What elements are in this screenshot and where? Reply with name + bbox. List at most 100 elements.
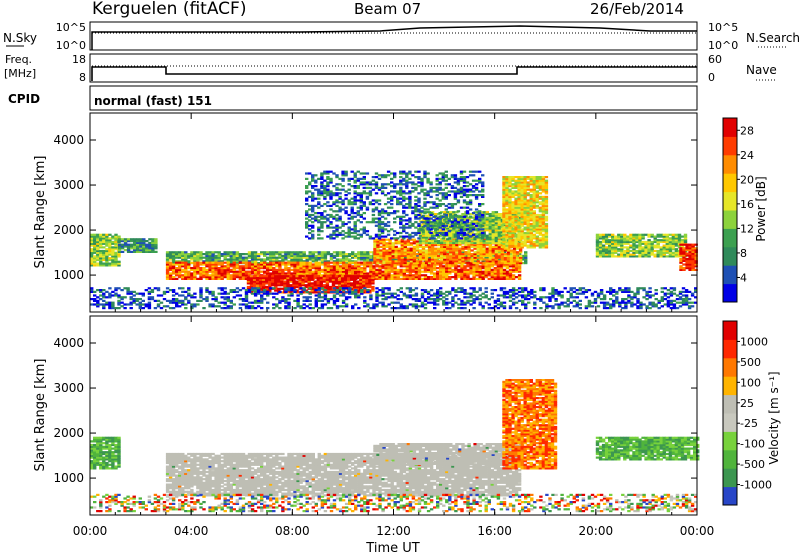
scatter-cell xyxy=(111,246,115,249)
scatter-cell xyxy=(449,249,453,252)
scatter-cell xyxy=(241,253,246,256)
scatter-cell xyxy=(400,247,404,250)
scatter-cell xyxy=(175,298,179,301)
scatter-cell xyxy=(250,258,255,261)
scatter-cell xyxy=(458,251,462,254)
scatter-cell xyxy=(229,277,233,280)
scatter-cell xyxy=(256,254,261,257)
scatter-cell xyxy=(434,249,438,252)
scatter-cell xyxy=(208,265,212,268)
scatter-cell xyxy=(532,186,536,189)
scatter-cell xyxy=(253,261,258,264)
scatter-cell xyxy=(497,254,502,257)
scatter-cell xyxy=(284,256,288,259)
scatter-cell xyxy=(156,287,161,290)
scatter-cell xyxy=(601,233,606,236)
scatter-cell xyxy=(196,268,200,271)
scatter-cell xyxy=(205,261,209,264)
scatter-cell xyxy=(454,277,458,280)
scatter-cell xyxy=(256,258,261,261)
scatter-cell xyxy=(427,240,432,243)
scatter-cell xyxy=(99,289,103,292)
scatter-cell xyxy=(544,228,549,231)
scatter-cell xyxy=(199,261,203,264)
scatter-cell xyxy=(455,245,459,248)
scatter-cell xyxy=(99,255,103,258)
scatter-cell xyxy=(409,247,414,250)
scatter-cell xyxy=(331,278,336,281)
scatter-cell xyxy=(515,253,520,256)
scatter-cell xyxy=(411,267,416,270)
scatter-cell xyxy=(385,256,389,259)
scatter-cell xyxy=(529,222,533,226)
scatter-cell xyxy=(99,237,103,240)
scatter-cell xyxy=(90,287,94,290)
scatter-cell xyxy=(111,262,115,265)
scatter-cell xyxy=(281,256,285,259)
scatter-cell xyxy=(509,256,514,259)
scatter-cell xyxy=(362,282,366,285)
scatter-cell xyxy=(284,305,288,308)
scatter-cell xyxy=(424,254,429,257)
scatter-cell xyxy=(409,253,414,256)
scatter-cell xyxy=(437,247,441,250)
scatter-cell xyxy=(538,217,543,220)
scatter-cell xyxy=(354,272,358,275)
scatter-cell xyxy=(532,210,536,213)
scatter-cell xyxy=(608,239,612,242)
scatter-cell xyxy=(433,272,437,275)
scatter-cell xyxy=(460,251,464,254)
scatter-cell xyxy=(535,194,539,197)
scatter-cell xyxy=(208,274,212,277)
scatter-cell xyxy=(601,244,606,247)
scatter-cell xyxy=(344,270,349,273)
scatter-cell xyxy=(366,251,370,254)
scatter-cell xyxy=(229,274,233,277)
scatter-cell xyxy=(466,272,470,275)
scatter-cell xyxy=(538,242,543,245)
scatter-cell xyxy=(223,258,227,261)
scatter-cell xyxy=(90,260,94,263)
scatter-cell xyxy=(506,251,511,254)
scatter-cell xyxy=(384,274,388,277)
scatter-cell xyxy=(308,296,312,299)
scatter-cell xyxy=(626,235,630,238)
scatter-cell xyxy=(269,256,273,259)
scatter-cell xyxy=(323,270,328,273)
scatter-cell xyxy=(96,242,100,245)
scatter-cell xyxy=(117,249,122,252)
scatter-cell xyxy=(308,254,312,257)
scatter-cell xyxy=(381,270,385,273)
scatter-cell xyxy=(526,233,530,236)
freq-panel-frame xyxy=(89,53,698,83)
scatter-cell xyxy=(485,222,489,225)
scatter-cell xyxy=(541,199,546,202)
scatter-cell xyxy=(360,261,364,264)
scatter-cell xyxy=(505,177,509,180)
scatter-cell xyxy=(423,277,428,280)
scatter-cell xyxy=(284,272,288,275)
scatter-cell xyxy=(331,289,336,292)
scatter-cell xyxy=(544,179,549,182)
scatter-cell xyxy=(491,227,495,230)
scatter-cell xyxy=(497,238,502,241)
scatter-cell xyxy=(412,262,417,265)
scatter-cell xyxy=(320,262,325,265)
scatter-cell xyxy=(287,270,291,273)
scatter-cell xyxy=(595,239,600,242)
scatter-cell xyxy=(532,240,536,244)
scatter-cell xyxy=(406,247,411,250)
scatter-cell xyxy=(337,289,342,292)
noise-sky-trace xyxy=(91,25,697,50)
scatter-cell xyxy=(384,276,388,279)
scatter-cell xyxy=(111,251,115,254)
scatter-cell xyxy=(523,212,527,215)
scatter-cell xyxy=(260,261,264,264)
scatter-cell xyxy=(181,270,185,273)
scatter-cell xyxy=(473,254,477,257)
scatter-cell xyxy=(302,296,306,299)
scatter-cell xyxy=(168,299,173,302)
scatter-cell xyxy=(277,276,281,280)
scatter-cell xyxy=(466,260,470,263)
scatter-cell xyxy=(526,237,530,240)
